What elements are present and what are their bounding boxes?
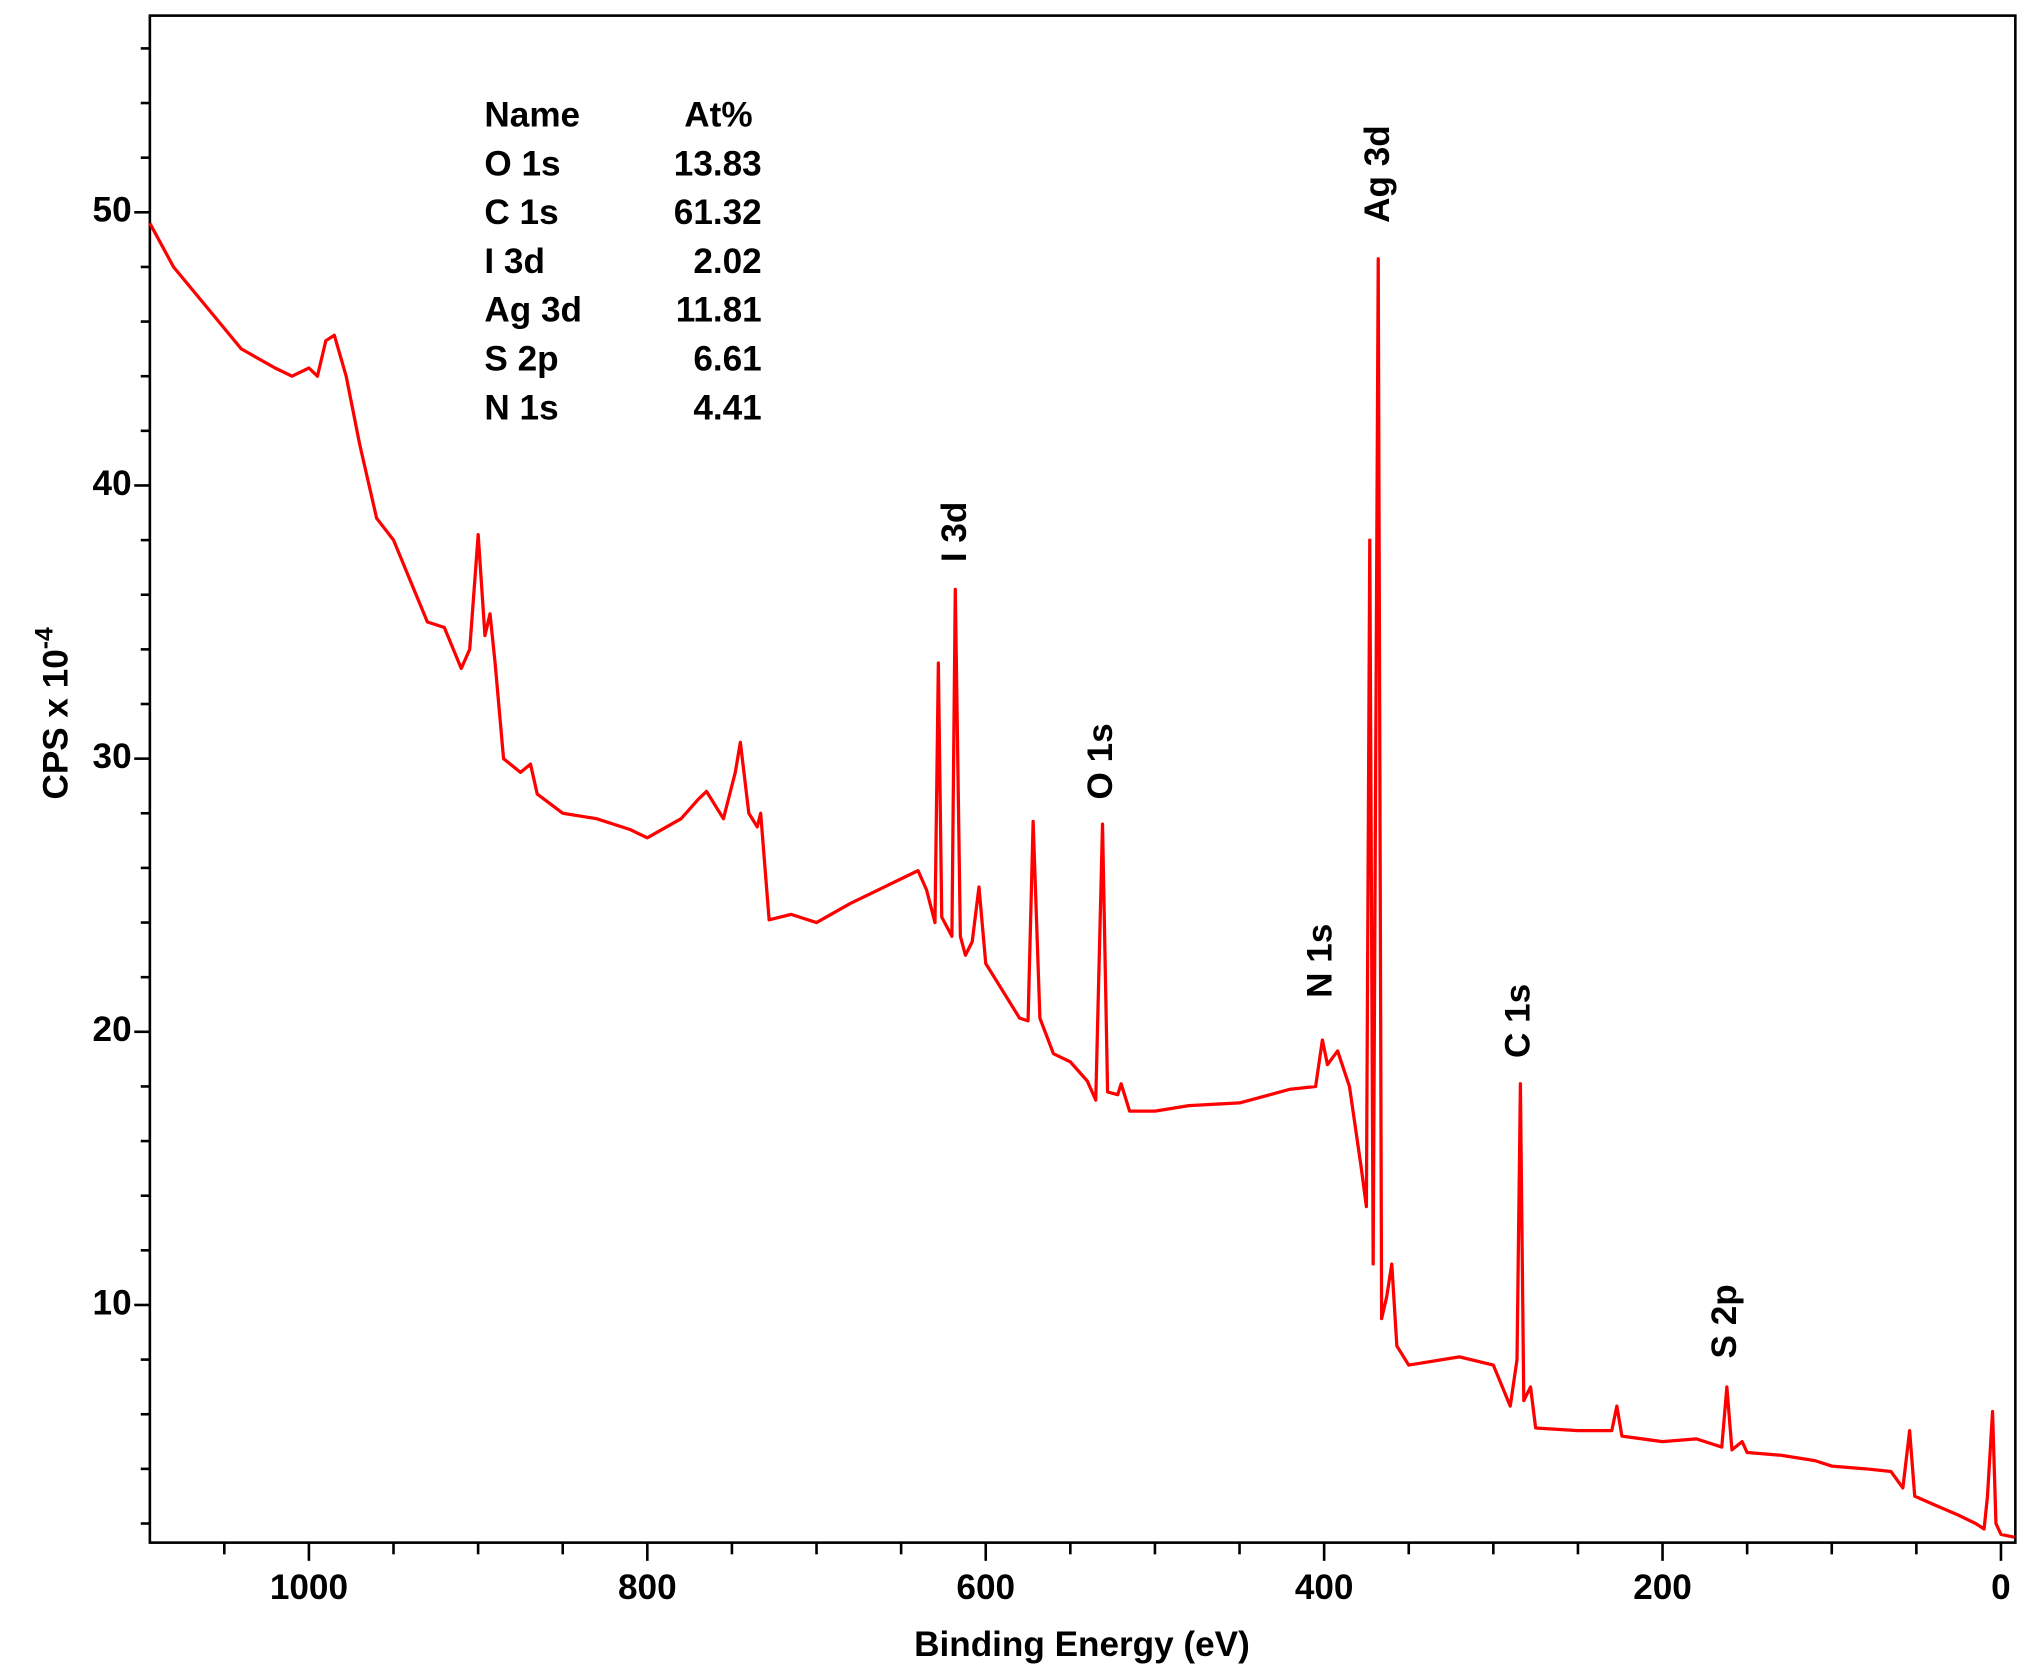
y-tick-label: 40 [93,464,132,503]
peak-label: I 3d [935,502,974,563]
y-axis-label-exponent: -4 [31,627,58,649]
peak-label: S 2p [1705,1284,1744,1358]
y-axis-label: CPS x 10-4 [31,627,76,800]
table-cell-name: S 2p [484,340,558,379]
peak-label: N 1s [1301,924,1340,998]
peak-label: C 1s [1499,984,1538,1058]
plot-frame [148,14,2017,1544]
y-tick-label: 30 [93,737,132,776]
table-cell-value: 4.41 [693,388,761,427]
table-cell-value: 6.61 [693,340,761,379]
table-cell-value: 11.81 [676,291,762,330]
y-tick-label: 10 [93,1283,132,1322]
table-cell-name: I 3d [484,242,545,281]
peak-label: Ag 3d [1358,125,1397,223]
peak-label: O 1s [1081,723,1120,799]
spectrum-line [148,222,2015,1539]
table-cell-name: O 1s [484,144,560,183]
x-tick-label: 200 [1633,1568,1692,1607]
table-header: Name [484,95,580,134]
x-tick-label: 400 [1295,1568,1354,1607]
y-tick-label: 20 [93,1010,132,1049]
x-axis-label: Binding Energy (eV) [914,1625,1250,1664]
table-header: At% [684,95,752,134]
table-cell-name: C 1s [484,193,558,232]
table-cell-value: 61.32 [674,193,762,232]
table-cell-name: N 1s [484,388,558,427]
x-tick-label: 600 [956,1568,1015,1607]
x-tick-label: 800 [618,1568,677,1607]
table-cell-name: Ag 3d [484,291,582,330]
x-tick-label: 1000 [270,1568,348,1607]
y-tick-label: 50 [93,191,132,230]
x-tick-label: 0 [1991,1568,2011,1607]
table-cell-value: 2.02 [693,242,761,281]
table-cell-value: 13.83 [674,144,762,183]
y-axis-label-text: CPS x 10 [37,649,76,799]
